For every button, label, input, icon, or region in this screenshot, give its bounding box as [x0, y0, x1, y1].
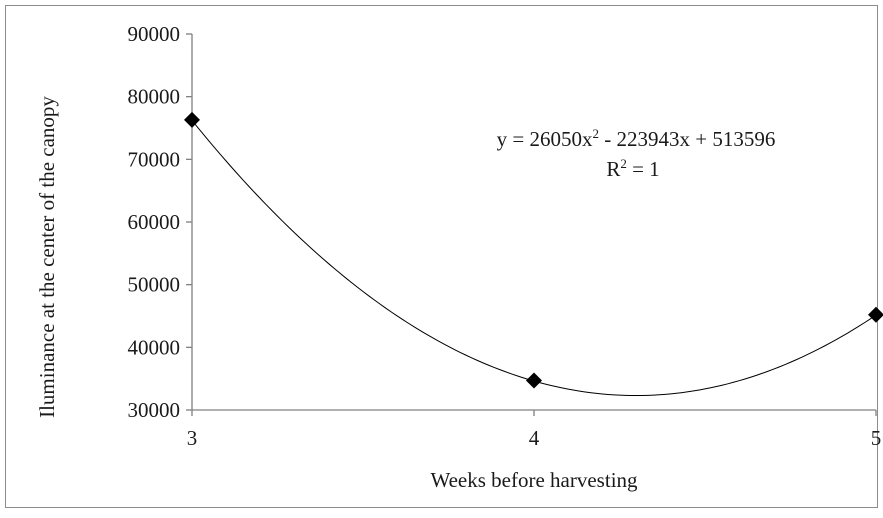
equation-exponent: 2	[593, 126, 600, 141]
trendline-equation: y = 26050x2 - 223943x + 513596	[497, 126, 776, 151]
y-tick-label: 80000	[128, 85, 181, 109]
r2-suffix: = 1	[627, 157, 660, 181]
chart-frame	[5, 5, 878, 508]
data-point-marker	[184, 111, 200, 128]
x-axis-label: Weeks before harvesting	[430, 468, 638, 492]
equation-prefix: y = 26050x	[497, 127, 593, 151]
y-axis-ticks: 30000 40000 50000 60000 70000 80000 90000	[128, 22, 192, 422]
r2-prefix: R	[606, 157, 620, 181]
y-tick-label: 40000	[128, 335, 181, 359]
y-axis-label: Iluminance at the center of the canopy	[35, 96, 59, 418]
x-axis-ticks: 3 4 5	[187, 410, 882, 450]
r2-exponent: 2	[620, 156, 627, 171]
x-tick-label: 3	[187, 426, 198, 450]
x-tick-label: 4	[529, 426, 540, 450]
y-tick-label: 50000	[128, 273, 181, 297]
data-point-marker	[526, 372, 542, 389]
y-tick-label: 70000	[128, 147, 181, 171]
equation-suffix: - 223943x + 513596	[599, 127, 775, 151]
r-squared-label: R2 = 1	[606, 156, 659, 181]
y-tick-label: 60000	[128, 210, 181, 234]
data-markers	[184, 111, 883, 389]
x-tick-label: 5	[871, 426, 882, 450]
y-tick-label: 90000	[128, 22, 181, 46]
y-tick-label: 30000	[128, 398, 181, 422]
data-point-marker	[868, 306, 883, 323]
